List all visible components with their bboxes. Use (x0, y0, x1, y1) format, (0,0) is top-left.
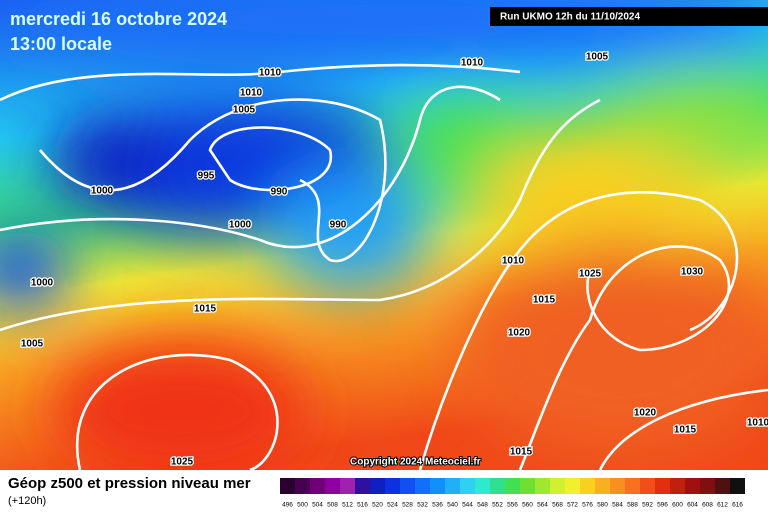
scale-cell (400, 478, 415, 494)
scale-label: 592 (642, 502, 653, 509)
scale-cell (460, 478, 475, 494)
scale-cell (610, 478, 625, 494)
scale-label: 504 (312, 502, 323, 509)
scale-label: 552 (492, 502, 503, 509)
scale-cell (520, 478, 535, 494)
date-title: mercredi 16 octobre 2024 (10, 9, 227, 29)
isobar-label: 1010 (461, 58, 484, 69)
scale-label: 540 (447, 502, 458, 509)
footer-lead: (+120h) (8, 495, 46, 507)
copyright: Copyright 2024 Meteociel.fr (350, 457, 481, 468)
scale-label: 564 (537, 502, 548, 509)
isobar-label: 990 (330, 220, 347, 231)
scale-label: 596 (657, 502, 668, 509)
scale-label: 600 (672, 502, 683, 509)
scale-label: 508 (327, 502, 338, 509)
scale-cell (670, 478, 685, 494)
scale-label: 532 (417, 502, 428, 509)
run-label: Run UKMO 12h du 11/10/2024 (500, 12, 640, 23)
scale-cell (505, 478, 520, 494)
scale-cell (550, 478, 565, 494)
scale-cell (730, 478, 745, 494)
scale-cell (580, 478, 595, 494)
isobar-label: 1020 (634, 408, 657, 419)
scale-label: 616 (732, 502, 743, 509)
isobar-label: 1025 (579, 269, 602, 280)
scale-cell (490, 478, 505, 494)
isobar-label: 1005 (586, 52, 609, 63)
isobar-label: 990 (271, 187, 288, 198)
isobar-label: 1010 (259, 68, 282, 79)
scale-label: 604 (687, 502, 698, 509)
isobar-label: 1000 (31, 278, 54, 289)
scale-cell (310, 478, 325, 494)
scale-label: 584 (612, 502, 623, 509)
scale-label: 544 (462, 502, 473, 509)
scale-label: 512 (342, 502, 353, 509)
scale-cell (355, 478, 370, 494)
scale-cell (430, 478, 445, 494)
scale-cell (385, 478, 400, 494)
scale-label: 528 (402, 502, 413, 509)
footer-title: Géop z500 et pression niveau mer (8, 475, 251, 492)
isobar-label: 1015 (533, 295, 556, 306)
scale-label: 580 (597, 502, 608, 509)
isobar-label: 1005 (21, 339, 44, 350)
scale-label: 576 (582, 502, 593, 509)
isobar-label: 1010 (502, 256, 525, 267)
scale-label: 548 (477, 502, 488, 509)
scale-label: 516 (357, 502, 368, 509)
scale-cell (640, 478, 655, 494)
scale-label: 560 (522, 502, 533, 509)
scale-label: 612 (717, 502, 728, 509)
isobar-label: 1000 (229, 220, 252, 231)
scale-cell (700, 478, 715, 494)
scale-label: 496 (282, 502, 293, 509)
scale-cell (325, 478, 340, 494)
scale-cell (415, 478, 430, 494)
scale-cell (655, 478, 670, 494)
scale-label: 572 (567, 502, 578, 509)
scale-cell (535, 478, 550, 494)
isobar-label: 1015 (674, 425, 697, 436)
scale-label: 524 (387, 502, 398, 509)
scale-cell (565, 478, 580, 494)
isobars (0, 63, 768, 472)
scale-cell (280, 478, 295, 494)
isobar-label: 995 (198, 171, 215, 182)
isobar-label: 1010 (240, 88, 263, 99)
isobar-label: 1005 (233, 105, 256, 116)
scale-cell (340, 478, 355, 494)
isobar-label: 1010 (747, 418, 768, 429)
scale-label: 608 (702, 502, 713, 509)
scale-cell (370, 478, 385, 494)
isobar-label: 1000 (91, 186, 114, 197)
scale-cell (715, 478, 730, 494)
scale-cell (625, 478, 640, 494)
run-box (490, 7, 768, 26)
isobar-label: 1015 (510, 447, 533, 458)
scale-cell (445, 478, 460, 494)
scale-cell (685, 478, 700, 494)
isobar-label: 1025 (171, 457, 194, 468)
map-field (0, 0, 768, 480)
scale-label: 568 (552, 502, 563, 509)
scale-label: 520 (372, 502, 383, 509)
isobar-label: 1015 (194, 304, 217, 315)
color-scale: 496 500 504 508 512 516 520 524 528 532 536 540 544 5… (280, 478, 745, 509)
scale-label: 500 (297, 502, 308, 509)
scale-label: 556 (507, 502, 518, 509)
isobar-label: 1030 (681, 267, 704, 278)
scale-cell (595, 478, 610, 494)
scale-label: 588 (627, 502, 638, 509)
scale-cell (475, 478, 490, 494)
isobar-label: 1020 (508, 328, 531, 339)
time-title: 13:00 locale (10, 34, 112, 54)
scale-label: 536 (432, 502, 443, 509)
scale-cell (295, 478, 310, 494)
